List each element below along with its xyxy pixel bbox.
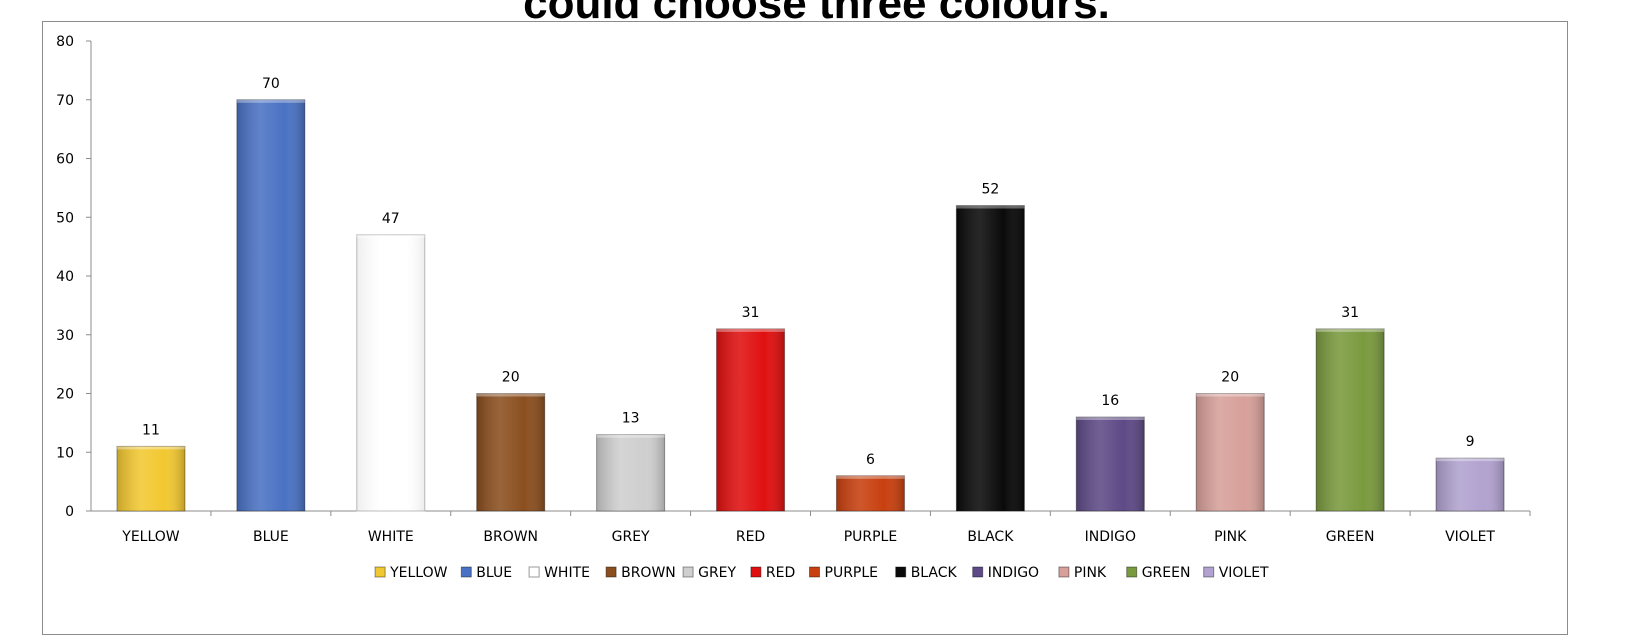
y-tick-label: 80 — [56, 34, 74, 50]
bar-highlight — [716, 328, 785, 332]
y-tick-label: 0 — [65, 504, 74, 520]
legend-swatch-white — [528, 566, 540, 578]
data-label-red: 31 — [742, 305, 760, 321]
legend-label-indigo: INDIGO — [988, 565, 1039, 581]
bar-shading — [1436, 458, 1505, 511]
data-label-yellow: 11 — [142, 422, 160, 438]
bar-shading — [1316, 328, 1385, 511]
y-tick-label: 40 — [56, 269, 74, 285]
bar-shading — [1196, 393, 1265, 511]
data-label-brown: 20 — [502, 370, 520, 386]
bar-shading — [116, 446, 185, 511]
bar-highlight — [1076, 417, 1145, 420]
legend-swatch-green — [1126, 566, 1138, 578]
x-tick-label-purple: PURPLE — [844, 529, 898, 545]
data-label-green: 31 — [1341, 305, 1359, 321]
x-tick-label-black: BLACK — [967, 529, 1014, 545]
bar-highlight — [236, 99, 305, 103]
bar-highlight — [1316, 328, 1385, 332]
data-label-grey: 13 — [622, 411, 640, 427]
data-label-violet: 9 — [1466, 434, 1475, 450]
data-label-white: 47 — [382, 211, 400, 227]
legend-swatch-black — [895, 566, 907, 578]
bar-shading — [716, 328, 785, 511]
legend-swatch-pink — [1058, 566, 1070, 578]
bar-highlight — [356, 234, 425, 238]
legend-label-pink: PINK — [1074, 565, 1107, 581]
y-tick-label: 20 — [56, 387, 74, 403]
legend-label-green: GREEN — [1142, 565, 1191, 581]
bar-shading — [596, 434, 665, 511]
legend-label-purple: PURPLE — [825, 565, 879, 581]
data-label-purple: 6 — [866, 452, 875, 468]
data-label-indigo: 16 — [1101, 393, 1119, 409]
bar-shading — [1076, 417, 1145, 511]
bar-highlight — [116, 446, 185, 450]
x-tick-label-blue: BLUE — [253, 529, 289, 545]
x-tick-label-green: GREEN — [1326, 529, 1375, 545]
legend-label-brown: BROWN — [621, 565, 676, 581]
legend-label-black: BLACK — [911, 565, 958, 581]
y-tick-label: 50 — [56, 210, 74, 226]
bar-shading — [956, 205, 1025, 511]
bar-highlight — [596, 434, 665, 438]
x-tick-label-yellow: YELLOW — [121, 529, 180, 545]
legend: YELLOW BLUE WHITE BROWN GREY RED PURPLE BLACK IN… — [374, 565, 1269, 581]
bar-shading — [836, 475, 905, 511]
legend-label-blue: BLUE — [476, 565, 512, 581]
x-tick-label-red: RED — [736, 529, 765, 545]
legend-swatch-brown — [605, 566, 617, 578]
y-tick-label: 10 — [56, 445, 74, 461]
legend-label-violet: VIOLET — [1219, 565, 1269, 581]
legend-label-white: WHITE — [544, 565, 590, 581]
data-label-blue: 70 — [262, 76, 280, 92]
bar-shading — [476, 393, 545, 511]
bar-highlight — [956, 205, 1025, 209]
legend-swatch-indigo — [972, 566, 984, 578]
legend-swatch-purple — [809, 566, 820, 578]
legend-swatch-red — [750, 566, 762, 578]
bar-highlight — [1436, 458, 1505, 462]
labels: 11 YELLOW 70 BLUE 47 WHITE 20 BROWN 13 GREY 31 RED 6… — [121, 76, 1495, 545]
bar-highlight — [476, 393, 545, 397]
legend-swatch-violet — [1203, 566, 1215, 578]
x-tick-label-pink: PINK — [1214, 529, 1247, 545]
bar-shading — [236, 99, 305, 511]
bar-highlight — [836, 475, 905, 479]
x-tick-label-indigo: INDIGO — [1085, 529, 1136, 545]
axes: 0 10 20 30 40 50 60 70 80 — [56, 34, 1531, 520]
legend-label-yellow: YELLOW — [389, 565, 448, 581]
legend-label-grey: GREY — [698, 565, 736, 581]
legend-swatch-yellow — [374, 566, 386, 578]
x-tick-label-white: WHITE — [368, 529, 414, 545]
data-label-pink: 20 — [1221, 370, 1239, 386]
legend-swatch-grey — [682, 566, 694, 578]
y-tick-label: 30 — [56, 328, 74, 344]
legend-swatch-blue — [460, 566, 472, 578]
x-tick-label-brown: BROWN — [483, 529, 538, 545]
x-tick-label-violet: VIOLET — [1445, 529, 1495, 545]
bar-shading — [356, 234, 425, 511]
y-tick-label: 60 — [56, 152, 74, 168]
x-tick-label-grey: GREY — [612, 529, 650, 545]
bars — [116, 99, 1505, 512]
data-label-black: 52 — [981, 182, 999, 198]
y-tick-label: 70 — [56, 93, 74, 109]
legend-label-red: RED — [766, 565, 795, 581]
bar-highlight — [1196, 393, 1265, 397]
